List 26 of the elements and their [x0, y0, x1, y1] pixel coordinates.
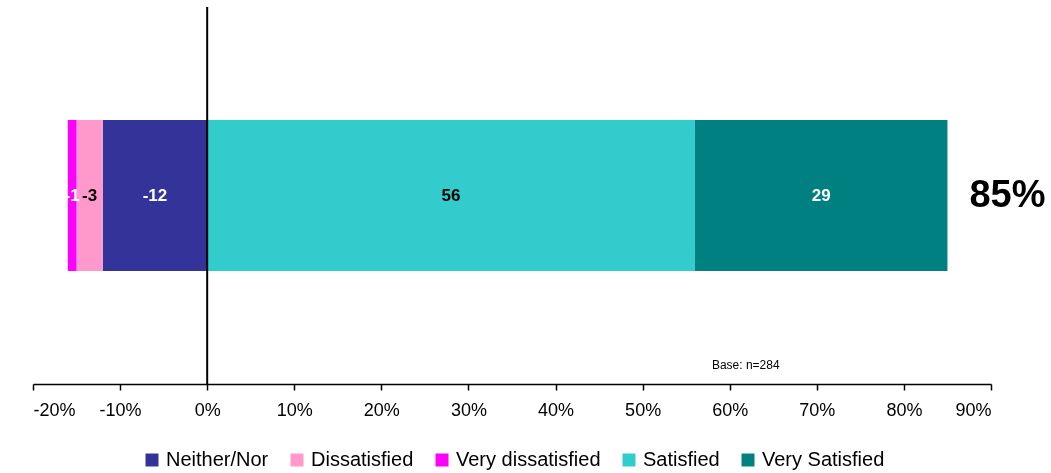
x-tick-label: 10%	[276, 399, 313, 420]
x-tick-label: 50%	[625, 399, 662, 420]
legend-label: Very dissatisfied	[456, 448, 601, 470]
data-label: -3	[82, 185, 98, 205]
legend-label: Very Satisfied	[762, 448, 885, 470]
x-tick-label: 20%	[363, 399, 400, 420]
x-tick-label: 40%	[538, 399, 575, 420]
bar	[694, 120, 948, 271]
x-tick-label: -10%	[99, 399, 142, 420]
x-tick-label: 90%	[955, 399, 992, 420]
data-label: 56	[441, 185, 461, 205]
legend-label: Neither/Nor	[166, 448, 269, 470]
x-tick-label: -20%	[33, 399, 76, 420]
x-tick-label: 0%	[194, 399, 221, 420]
x-tick-label: 60%	[712, 399, 749, 420]
x-tick-label: 70%	[799, 399, 836, 420]
bar	[207, 120, 695, 271]
legend-label: Satisfied	[643, 448, 720, 470]
legend-label: Dissatisfied	[311, 448, 414, 470]
annotation: 85%	[969, 172, 1046, 215]
x-tick-label: 30%	[450, 399, 487, 420]
x-tick-label: 80%	[886, 399, 923, 420]
bar	[102, 120, 208, 271]
data-label: -12	[142, 185, 168, 205]
annotation: Base: n=284	[711, 358, 780, 372]
data-label: 29	[811, 185, 831, 205]
